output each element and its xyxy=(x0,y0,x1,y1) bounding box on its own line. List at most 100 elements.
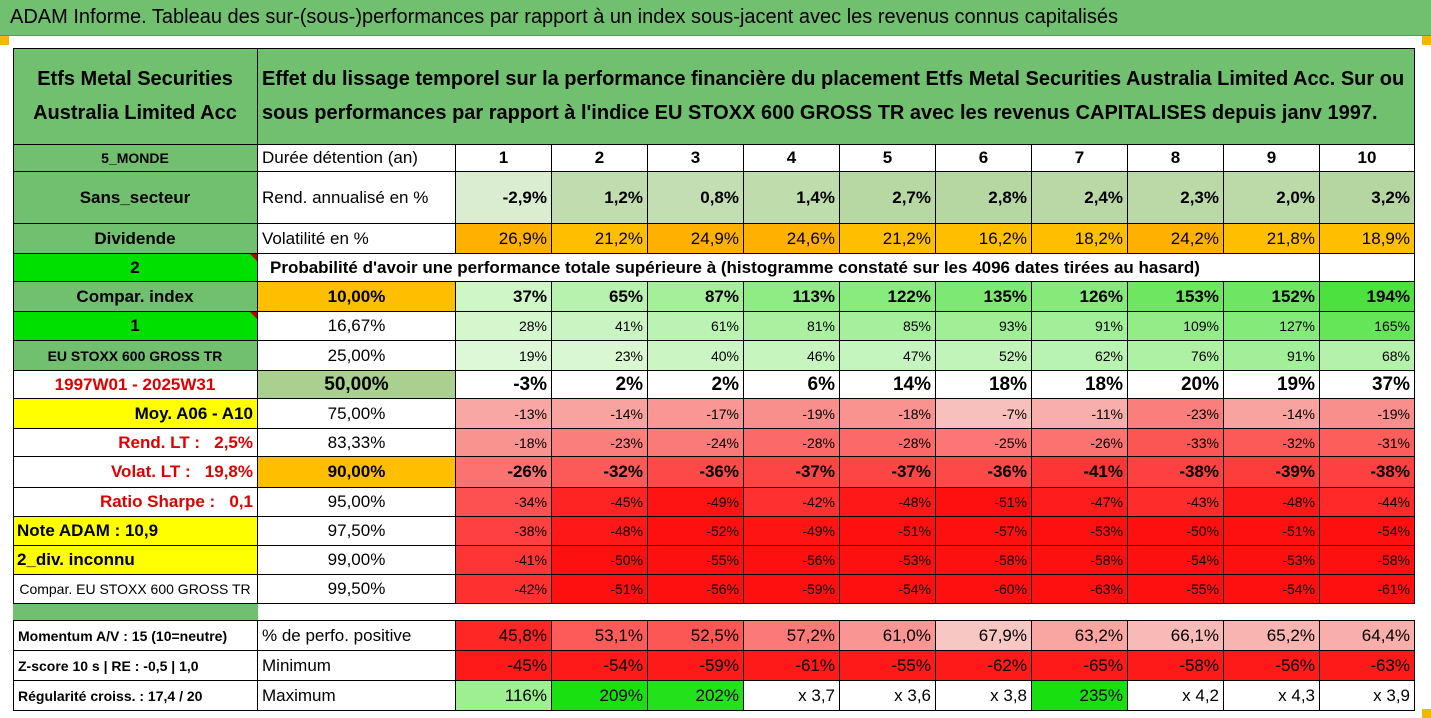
percentile-cell: 61% xyxy=(648,312,744,341)
percentile-cell: 113% xyxy=(744,282,840,312)
percentile-cell: 19% xyxy=(456,341,552,371)
option-1-label: 1 xyxy=(13,312,258,341)
percentile-label: 83,33% xyxy=(258,429,456,457)
percentile-cell: 91% xyxy=(1032,312,1128,341)
min-cell: -62% xyxy=(936,651,1032,681)
percentile-cell: 2% xyxy=(552,371,648,399)
percentile-cell: -51% xyxy=(1224,517,1320,546)
year-header: 4 xyxy=(744,145,840,172)
dividend-label: Dividende xyxy=(13,224,258,254)
percentile-cell: -42% xyxy=(456,575,552,604)
vol-cell: 21,2% xyxy=(840,224,936,254)
percentile-cell: 126% xyxy=(1032,282,1128,312)
year-header: 10 xyxy=(1320,145,1415,172)
percentile-label: 97,50% xyxy=(258,517,456,546)
percentile-cell: 85% xyxy=(840,312,936,341)
rend-cell: 2,7% xyxy=(840,172,936,224)
max-cell: x 3,6 xyxy=(840,681,936,711)
percentile-cell: -28% xyxy=(840,429,936,457)
year-header: 3 xyxy=(648,145,744,172)
report-title: ADAM Informe. Tableau des sur-(sous-)per… xyxy=(10,6,1118,28)
percentile-cell: -3% xyxy=(456,371,552,399)
percentile-cell: -17% xyxy=(648,399,744,429)
pos-cell: 65,2% xyxy=(1224,620,1320,651)
percentile-cell: -51% xyxy=(552,575,648,604)
rend-cell: 3,2% xyxy=(1320,172,1415,224)
percentile-cell: 122% xyxy=(840,282,936,312)
percentile-cell: -34% xyxy=(456,488,552,517)
year-header: 7 xyxy=(1032,145,1128,172)
percentile-cell: -56% xyxy=(744,546,840,575)
rend-lt-label: Rend. LT : 2,5% xyxy=(13,429,258,457)
compar-index-label: Compar. index xyxy=(13,282,258,312)
compar-long-label: Compar. EU STOXX 600 GROSS TR xyxy=(13,575,258,604)
rend-cell: 2,8% xyxy=(936,172,1032,224)
spacer-strip xyxy=(13,604,258,620)
percentile-cell: -57% xyxy=(936,517,1032,546)
pos-cell: 57,2% xyxy=(744,620,840,651)
rend-label: Rend. annualisé en % xyxy=(258,172,456,224)
max-cell: x 3,7 xyxy=(744,681,840,711)
percentile-cell: -54% xyxy=(840,575,936,604)
percentile-cell: 153% xyxy=(1128,282,1224,312)
max-cell: x 4,2 xyxy=(1128,681,1224,711)
vol-cell: 21,2% xyxy=(552,224,648,254)
percentile-cell: -52% xyxy=(648,517,744,546)
percentile-cell: -58% xyxy=(1320,546,1415,575)
percentile-cell: 2% xyxy=(648,371,744,399)
percentile-cell: -14% xyxy=(552,399,648,429)
percentile-cell: 109% xyxy=(1128,312,1224,341)
min-cell: -56% xyxy=(1224,651,1320,681)
year-header: 8 xyxy=(1128,145,1224,172)
percentile-cell: -33% xyxy=(1128,429,1224,457)
report-title-bar: ADAM Informe. Tableau des sur-(sous-)per… xyxy=(0,0,1431,36)
zscore-label: Z-score 10 s | RE : -0,5 | 1,0 xyxy=(13,651,258,681)
index-name-label: EU STOXX 600 GROSS TR xyxy=(13,341,258,371)
percentile-cell: -11% xyxy=(1032,399,1128,429)
fund-name: Etfs Metal Securities Australia Limited … xyxy=(13,48,258,145)
percentile-cell: -44% xyxy=(1320,488,1415,517)
percentile-cell: 37% xyxy=(1320,371,1415,399)
percentile-cell: 23% xyxy=(552,341,648,371)
percentile-cell: 14% xyxy=(840,371,936,399)
percentile-cell: -63% xyxy=(1032,575,1128,604)
rend-cell: 2,3% xyxy=(1128,172,1224,224)
corner-mark-right xyxy=(1422,36,1431,45)
percentile-cell: 76% xyxy=(1128,341,1224,371)
rend-cell: 1,4% xyxy=(744,172,840,224)
percentile-cell: 152% xyxy=(1224,282,1320,312)
percentile-cell: -56% xyxy=(648,575,744,604)
percentile-cell: 81% xyxy=(744,312,840,341)
percentile-label: 10,00% xyxy=(258,282,456,312)
percentile-cell: -51% xyxy=(936,488,1032,517)
max-cell: x 3,9 xyxy=(1320,681,1415,711)
percentile-cell: -58% xyxy=(1032,546,1128,575)
percentile-cell: 28% xyxy=(456,312,552,341)
option-2-label: 2 xyxy=(13,254,258,282)
percentile-cell: 19% xyxy=(1224,371,1320,399)
percentile-cell: -36% xyxy=(936,457,1032,488)
rend-cell: 2,4% xyxy=(1032,172,1128,224)
corner-mark-bottom-right xyxy=(1422,709,1431,718)
percentile-cell: -48% xyxy=(840,488,936,517)
volat-lt-label: Volat. LT : 19,8% xyxy=(13,457,258,488)
percentile-cell: 41% xyxy=(552,312,648,341)
vol-cell: 26,9% xyxy=(456,224,552,254)
div-label: 2_div. inconnu xyxy=(13,546,258,575)
percentile-cell: -55% xyxy=(648,546,744,575)
year-header: 1 xyxy=(456,145,552,172)
pos-cell: 61,0% xyxy=(840,620,936,651)
percentile-cell: 65% xyxy=(552,282,648,312)
percentile-cell: 62% xyxy=(1032,341,1128,371)
max-cell: 202% xyxy=(648,681,744,711)
corner-mark-left xyxy=(0,36,9,45)
year-header: 2 xyxy=(552,145,648,172)
description: Effet du lissage temporel sur la perform… xyxy=(258,48,1415,145)
percentile-label: 99,00% xyxy=(258,546,456,575)
percentile-cell: 40% xyxy=(648,341,744,371)
percentile-label: 16,67% xyxy=(258,312,456,341)
percentile-cell: -50% xyxy=(552,546,648,575)
percentile-cell: -47% xyxy=(1032,488,1128,517)
percentile-cell: -58% xyxy=(936,546,1032,575)
percentile-cell: -13% xyxy=(456,399,552,429)
